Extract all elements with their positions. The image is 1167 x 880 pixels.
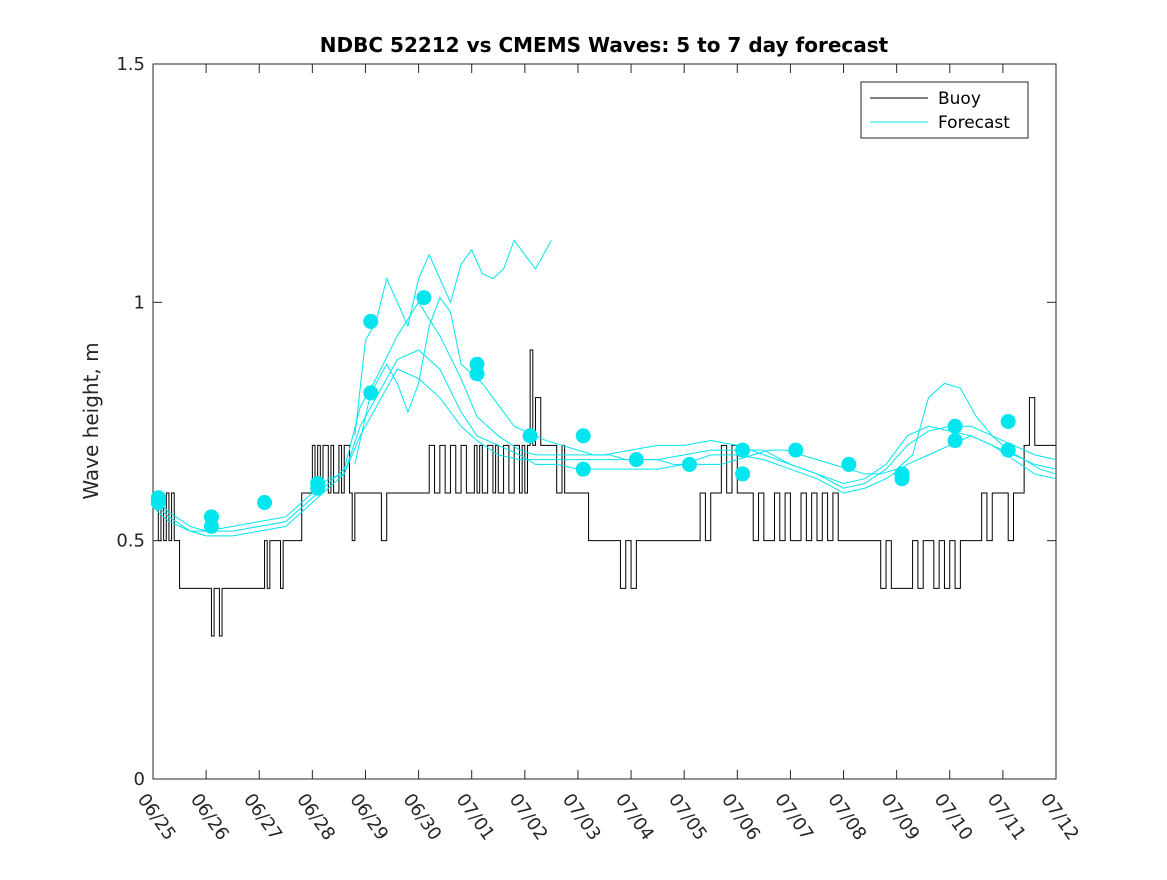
x-tick-label: 06/27 [239, 790, 286, 845]
x-tick-label: 07/06 [717, 790, 764, 845]
legend-label-buoy: Buoy [938, 89, 981, 109]
x-tick-label: 07/12 [1036, 790, 1083, 845]
forecast-marker [150, 495, 166, 511]
forecast-series-line [152, 368, 1057, 532]
x-tick-label: 06/25 [133, 790, 180, 845]
forecast-marker [363, 313, 379, 329]
forecast-marker [575, 428, 591, 444]
forecast-marker [894, 471, 910, 487]
buoy-series-line [153, 349, 1056, 637]
y-axis-label: Wave height, m [79, 342, 103, 499]
legend: Buoy Forecast [860, 81, 1029, 139]
forecast-marker [947, 433, 963, 449]
y-tick-label: 1 [134, 292, 145, 313]
forecast-marker [735, 442, 751, 458]
x-tick-label: 07/01 [452, 790, 499, 845]
y-tick-label: 1.5 [116, 54, 145, 75]
x-tick-label: 07/04 [611, 790, 658, 845]
x-tick-label: 06/29 [345, 790, 392, 845]
forecast-marker [363, 385, 379, 401]
x-tick-label: 07/09 [877, 790, 924, 845]
forecast-series-line [354, 239, 552, 436]
forecast-marker [947, 418, 963, 434]
x-tick-label: 07/08 [823, 790, 870, 845]
x-tick-label: 06/30 [398, 790, 445, 845]
forecast-marker [841, 456, 857, 472]
plot-area-box [152, 63, 1057, 780]
x-tick-label: 06/28 [292, 790, 339, 845]
forecast-series-line [152, 301, 1057, 532]
forecast-marker [681, 456, 697, 472]
forecast-marker [257, 495, 273, 511]
forecast-marker [628, 452, 644, 468]
chart-title: NDBC 52212 vs CMEMS Waves: 5 to 7 day fo… [320, 33, 889, 57]
x-tick-label: 07/11 [983, 790, 1030, 845]
forecast-marker [575, 461, 591, 477]
forecast-markers [150, 290, 1016, 534]
forecast-marker [735, 466, 751, 482]
series-layer [152, 239, 1057, 637]
forecast-marker [416, 290, 432, 306]
forecast-marker [1000, 414, 1016, 429]
legend-label-forecast: Forecast [938, 113, 1010, 133]
forecast-series-line [152, 349, 1057, 537]
forecast-marker [1000, 442, 1016, 458]
x-tick-label: 06/26 [186, 790, 233, 845]
x-tick-label: 07/02 [505, 790, 552, 845]
legend-box [860, 81, 1029, 139]
y-tick-label: 0.5 [116, 531, 145, 552]
x-tick-label: 07/10 [930, 790, 977, 845]
x-tick-label: 07/07 [770, 790, 817, 845]
forecast-marker [203, 518, 219, 534]
forecast-marker [469, 366, 485, 382]
forecast-marker [788, 442, 804, 458]
x-tick-label: 07/03 [558, 790, 605, 845]
plot-frame [152, 63, 1057, 780]
x-tick-label: 07/05 [664, 790, 711, 845]
forecast-marker [310, 480, 326, 496]
y-tick-label: 0 [134, 769, 145, 790]
forecast-marker [522, 428, 538, 444]
forecast-series-line [354, 296, 1057, 475]
